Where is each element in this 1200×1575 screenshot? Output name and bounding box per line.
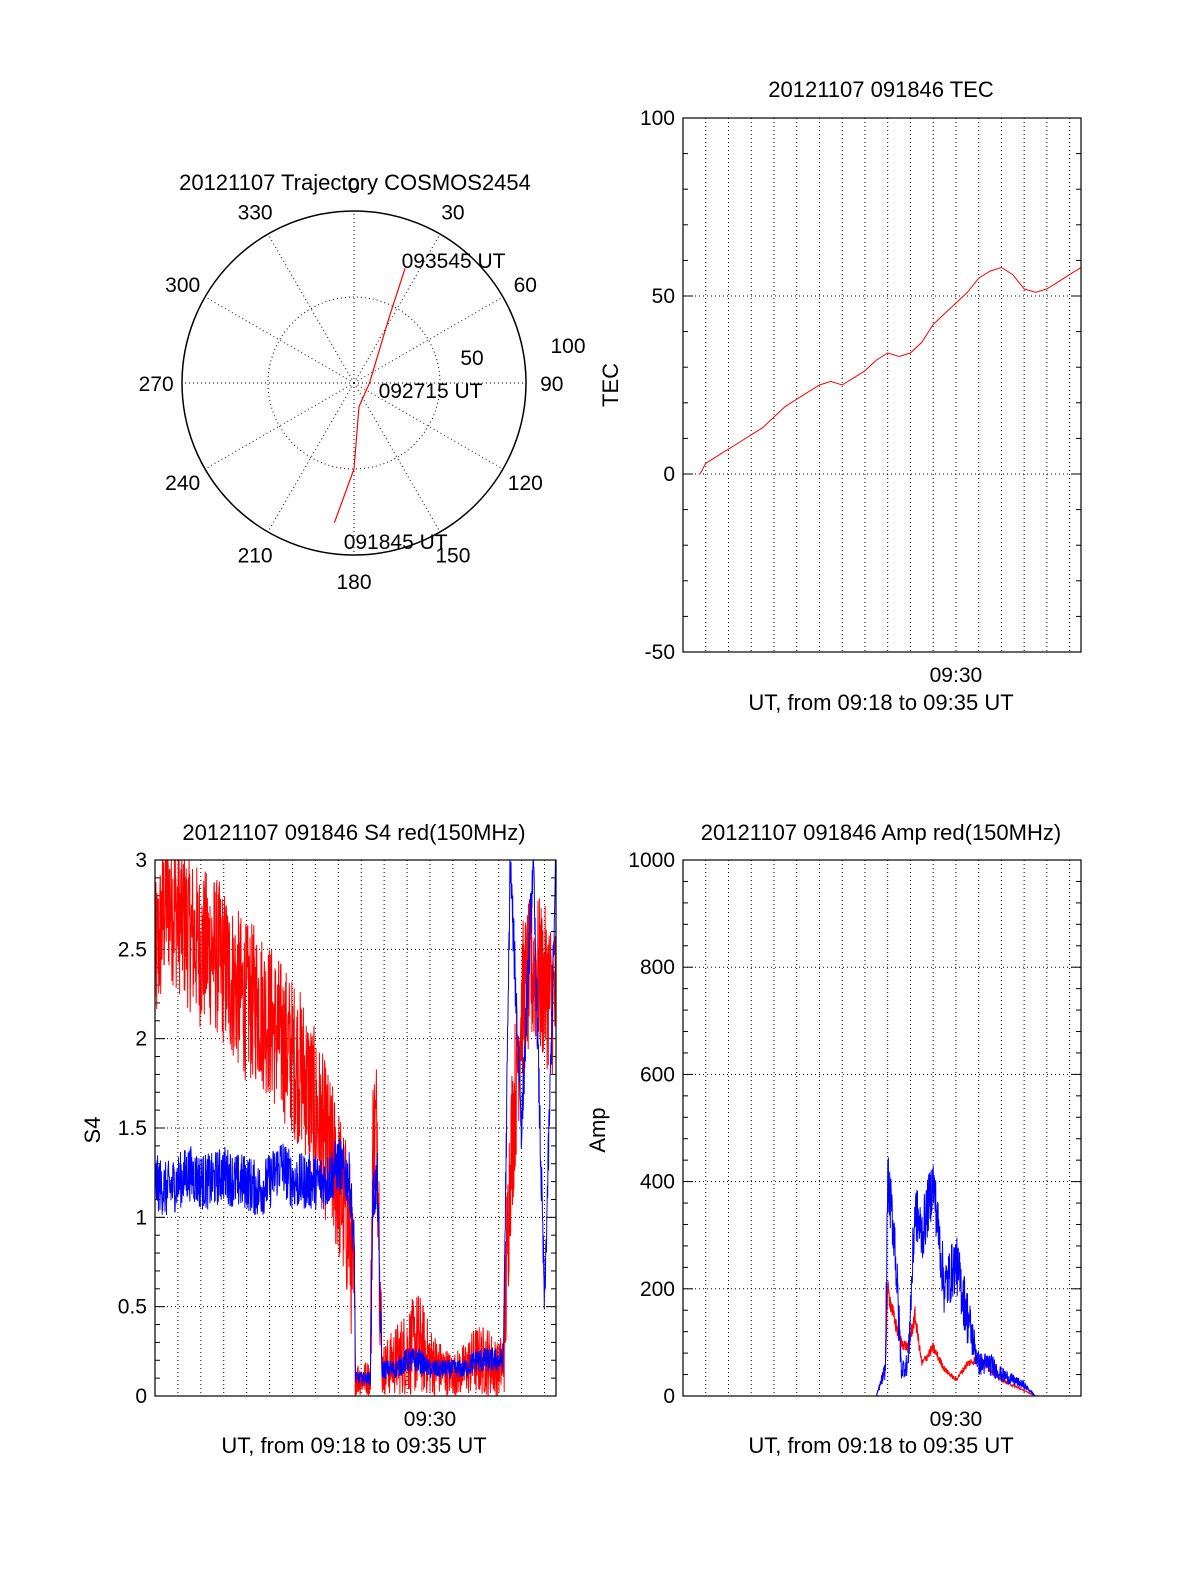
y-tick-label: 200 — [640, 1278, 675, 1301]
polar-labels: 0 30 60 90 120 150 180 210 240 270 300 330 50 100 0935… — [139, 175, 586, 594]
y-tick-label: 50 — [652, 285, 675, 308]
polar-spoke — [353, 233, 441, 384]
series-line-red — [699, 266, 1081, 475]
azimuth-label: 120 — [508, 472, 543, 495]
polar-grid — [181, 210, 527, 556]
azimuth-label: 240 — [165, 472, 200, 495]
azimuth-label: 0 — [348, 175, 360, 198]
tec-chart: 20121107 091846 TEC UT, from 09:18 to 09… — [598, 77, 1082, 715]
azimuth-label: 150 — [435, 544, 470, 567]
y-tick-label: 1 — [135, 1206, 147, 1229]
y-tick-label: 0 — [663, 463, 675, 486]
amp-xlabel: UT, from 09:18 to 09:35 UT — [748, 1433, 1013, 1458]
y-tick-label: 100 — [640, 107, 675, 130]
polar-spoke — [204, 296, 355, 384]
s4-xlabel: UT, from 09:18 to 09:35 UT — [221, 1433, 486, 1458]
x-tick-label: 09:30 — [404, 1408, 457, 1431]
y-tick-label: 3 — [135, 849, 147, 872]
tec-ylabel: TEC — [598, 363, 623, 407]
azimuth-label: 30 — [441, 202, 464, 225]
y-tick-label: 800 — [640, 956, 675, 979]
y-tick-label: -50 — [645, 641, 675, 664]
azimuth-label: 210 — [238, 544, 273, 567]
amp-ylabel: Amp — [585, 1107, 610, 1152]
time-annotation: 091845 UT — [344, 531, 448, 554]
s4-title: 20121107 091846 S4 red(150MHz) — [182, 820, 525, 845]
y-tick-label: 400 — [640, 1171, 675, 1194]
tec-title: 20121107 091846 TEC — [768, 77, 994, 102]
plot-frame — [154, 859, 557, 1397]
s4-chart: 20121107 091846 S4 red(150MHz) UT, from … — [80, 820, 557, 1458]
y-tick-label: 600 — [640, 1063, 675, 1086]
radial-label: 50 — [460, 347, 483, 370]
radial-label: 100 — [550, 335, 585, 358]
plot-frame — [682, 117, 1082, 653]
y-tick-label: 1.5 — [118, 1117, 147, 1140]
y-tick-label: 1000 — [628, 849, 675, 872]
amp-title: 20121107 091846 Amp red(150MHz) — [701, 820, 1061, 845]
y-tick-label: 0.5 — [118, 1296, 147, 1319]
polar-spoke — [353, 296, 504, 384]
trajectory-title: 20121107 Trajectory COSMOS2454 — [179, 170, 531, 195]
azimuth-label: 330 — [238, 202, 273, 225]
azimuth-label: 270 — [139, 373, 174, 396]
trajectory-line — [333, 268, 406, 523]
series-line-blue — [700, 1157, 1081, 1396]
polar-outer-ring — [181, 210, 527, 556]
polar-spoke — [353, 382, 441, 533]
y-tick-label: 0 — [135, 1385, 147, 1408]
azimuth-label: 60 — [514, 274, 537, 297]
series-line-blue — [155, 860, 556, 1387]
polar-inner-ring — [267, 296, 441, 470]
y-tick-label: 2 — [135, 1028, 147, 1051]
series-line-red — [700, 1281, 1081, 1396]
polar-spoke — [267, 382, 355, 533]
x-tick-label: 09:30 — [930, 1408, 983, 1431]
azimuth-label: 300 — [165, 274, 200, 297]
y-tick-label: 0 — [663, 1385, 675, 1408]
time-annotation: 092715 UT — [379, 380, 483, 403]
plot-frame — [682, 859, 1082, 1397]
azimuth-label: 180 — [336, 571, 371, 594]
azimuth-label: 90 — [540, 373, 563, 396]
time-annotation: 093545 UT — [402, 250, 506, 273]
s4-ylabel: S4 — [80, 1117, 105, 1144]
trajectory-polar-chart: 20121107 Trajectory COSMOS2454 0 30 60 90 12… — [139, 170, 586, 594]
polar-spoke — [353, 382, 504, 470]
amp-chart: 20121107 091846 Amp red(150MHz) UT, from… — [585, 820, 1082, 1458]
x-tick-label: 09:30 — [930, 664, 983, 687]
polar-spoke — [204, 382, 355, 470]
polar-spoke — [267, 233, 355, 384]
polar-track — [333, 268, 406, 523]
y-tick-label: 2.5 — [118, 938, 147, 961]
tec-xlabel: UT, from 09:18 to 09:35 UT — [748, 690, 1013, 715]
